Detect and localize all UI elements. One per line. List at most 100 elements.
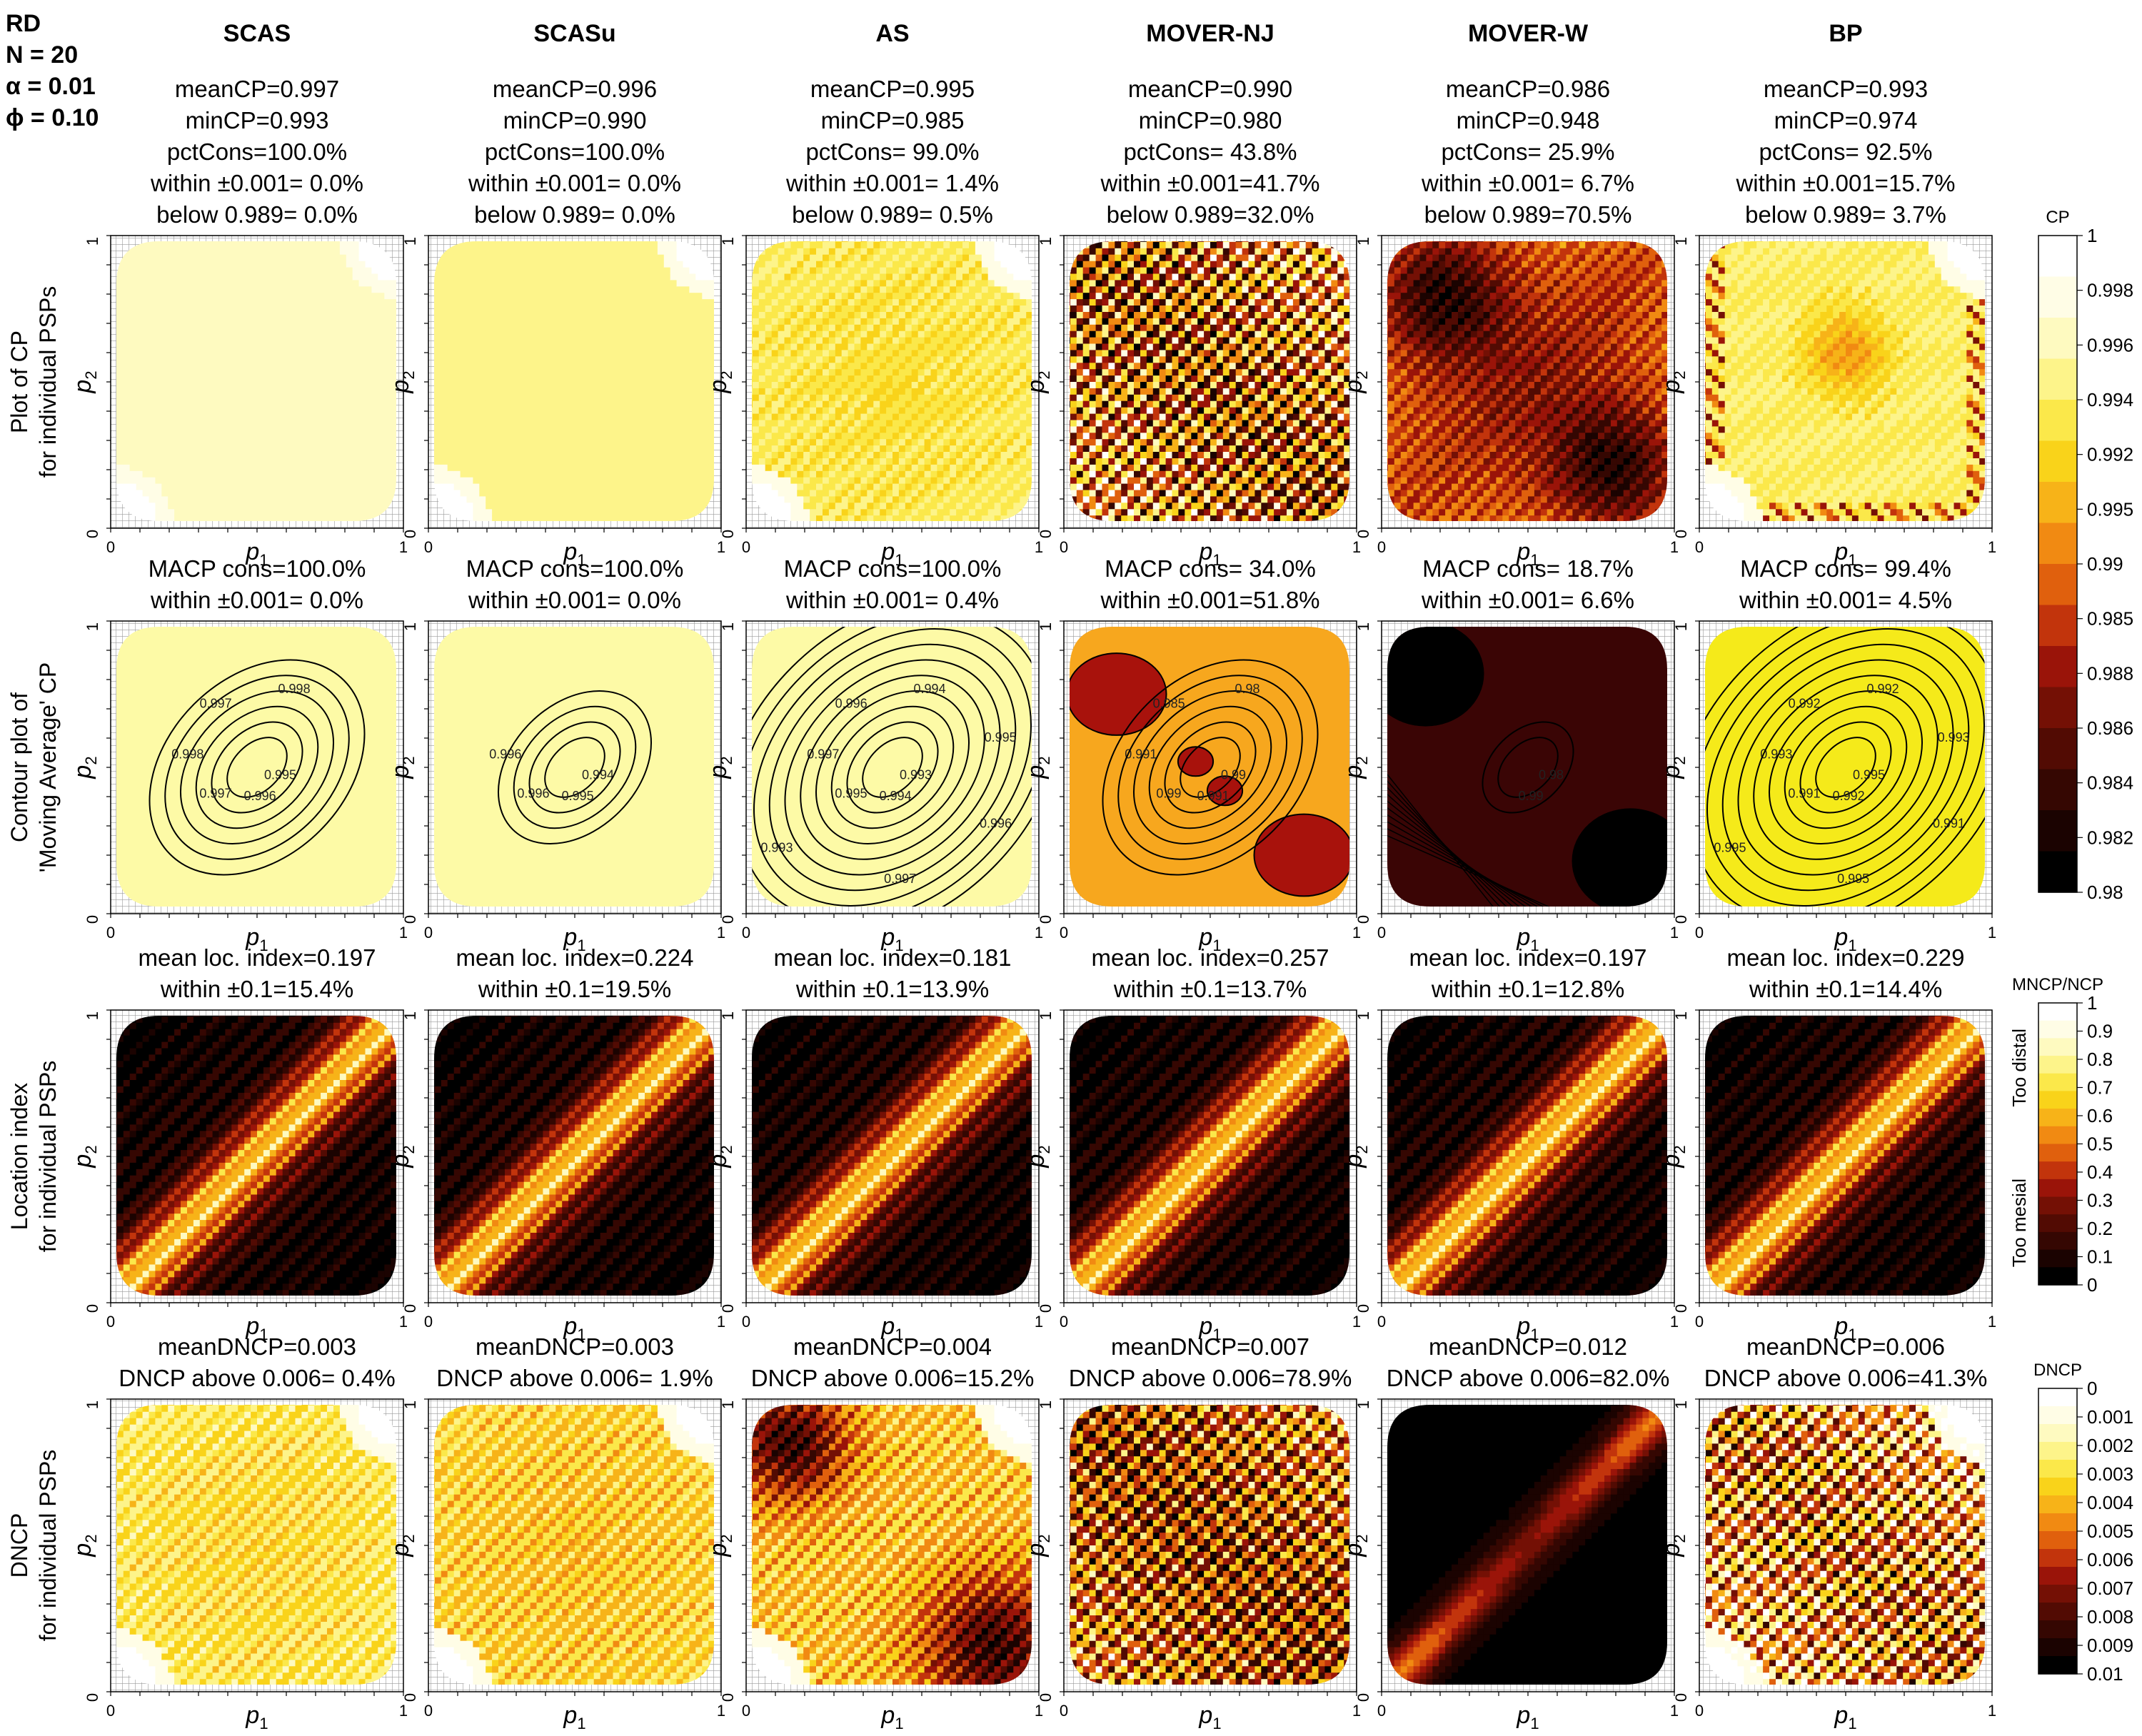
heat-cell bbox=[835, 407, 843, 415]
heat-cell bbox=[327, 280, 334, 287]
heat-cell bbox=[365, 293, 372, 300]
heat-cell bbox=[645, 241, 652, 243]
heat-cell bbox=[231, 375, 238, 383]
heat-cell bbox=[562, 350, 569, 357]
heat-cell bbox=[632, 483, 639, 491]
heat-cell bbox=[371, 286, 378, 293]
heat-cell bbox=[257, 407, 264, 415]
heat-cell bbox=[689, 318, 696, 326]
heat-cell bbox=[187, 369, 194, 376]
heat-cell bbox=[562, 509, 569, 516]
heat-cell bbox=[358, 267, 366, 275]
heat-cell bbox=[517, 248, 525, 256]
heat-cell bbox=[543, 496, 550, 503]
heat-cell bbox=[638, 306, 645, 313]
heat-cell bbox=[282, 306, 290, 313]
heat-cell bbox=[378, 363, 385, 370]
heat-cell bbox=[632, 515, 639, 521]
heat-cell bbox=[771, 363, 779, 370]
heat-cell bbox=[752, 400, 753, 408]
heat-cell bbox=[651, 470, 658, 478]
heat-cell bbox=[803, 413, 810, 421]
heat-cell bbox=[288, 400, 296, 408]
heat-cell bbox=[161, 324, 169, 332]
heat-cell bbox=[803, 267, 810, 275]
heat-cell bbox=[835, 458, 843, 465]
heat-cell bbox=[676, 267, 684, 275]
heat-cell bbox=[193, 363, 201, 370]
heat-cell bbox=[613, 324, 620, 332]
heat-cell bbox=[447, 420, 455, 427]
heat-cell bbox=[168, 394, 175, 402]
heat-cell bbox=[530, 413, 538, 421]
heat-cell bbox=[632, 286, 639, 293]
heat-cell bbox=[663, 445, 671, 453]
heat-cell bbox=[149, 318, 156, 326]
heat-cell bbox=[523, 293, 531, 300]
heat-cell bbox=[327, 407, 334, 415]
heat-cell bbox=[619, 375, 626, 383]
heat-cell bbox=[434, 452, 442, 459]
heat-cell bbox=[638, 312, 645, 319]
heat-cell bbox=[301, 470, 308, 478]
heat-cell bbox=[689, 470, 696, 478]
heat-cell bbox=[288, 426, 296, 433]
heat-cell bbox=[168, 477, 175, 485]
heat-cell bbox=[453, 394, 461, 402]
heat-cell bbox=[434, 433, 436, 440]
heat-cell bbox=[174, 363, 181, 370]
heat-cell bbox=[136, 293, 144, 300]
heat-cell bbox=[593, 375, 601, 383]
heat-cell bbox=[251, 490, 258, 497]
heat-cell bbox=[339, 452, 347, 459]
heat-cell bbox=[575, 464, 582, 472]
heat-cell bbox=[199, 350, 207, 357]
heat-cell bbox=[218, 496, 226, 503]
heat-cell bbox=[778, 343, 785, 350]
heat-cell bbox=[632, 248, 639, 256]
heat-cell bbox=[384, 490, 391, 497]
heat-cell bbox=[206, 503, 213, 510]
heat-cell bbox=[580, 312, 588, 319]
heat-cell bbox=[181, 293, 188, 300]
heat-cell bbox=[606, 382, 614, 389]
heat-cell bbox=[460, 299, 468, 306]
heat-cell bbox=[758, 356, 766, 363]
heat-cell bbox=[530, 356, 538, 363]
heat-cell bbox=[434, 483, 436, 491]
heat-cell bbox=[695, 375, 703, 383]
heat-cell bbox=[702, 254, 709, 262]
heat-cell bbox=[453, 477, 461, 485]
heat-cell bbox=[645, 464, 652, 472]
heat-cell bbox=[479, 433, 486, 440]
heat-cell bbox=[116, 394, 124, 402]
heat-cell bbox=[391, 318, 396, 326]
heat-cell bbox=[492, 433, 499, 440]
heat-cell bbox=[828, 490, 836, 497]
heat-cell bbox=[358, 343, 366, 350]
heat-cell bbox=[333, 433, 341, 440]
heat-cell bbox=[835, 388, 843, 395]
heat-cell bbox=[765, 426, 773, 433]
heat-cell bbox=[218, 515, 226, 521]
heat-cell bbox=[391, 267, 396, 275]
heat-cell bbox=[269, 433, 277, 440]
heat-cell bbox=[752, 324, 760, 332]
heat-cell bbox=[657, 439, 665, 446]
heat-cell bbox=[466, 439, 473, 446]
heat-cell bbox=[784, 299, 791, 306]
heat-cell bbox=[308, 312, 315, 319]
heat-cell bbox=[841, 350, 849, 357]
heat-cell bbox=[116, 363, 118, 370]
heat-cell bbox=[276, 483, 283, 491]
heat-cell bbox=[218, 369, 226, 376]
heat-cell bbox=[327, 318, 334, 326]
heat-cell bbox=[543, 445, 550, 453]
heat-cell bbox=[752, 452, 760, 459]
heat-cell bbox=[580, 350, 588, 357]
heat-cell bbox=[613, 483, 620, 491]
heat-cell bbox=[263, 306, 271, 313]
heat-cell bbox=[282, 273, 290, 281]
heat-cell bbox=[181, 343, 188, 350]
heat-cell bbox=[378, 407, 385, 415]
